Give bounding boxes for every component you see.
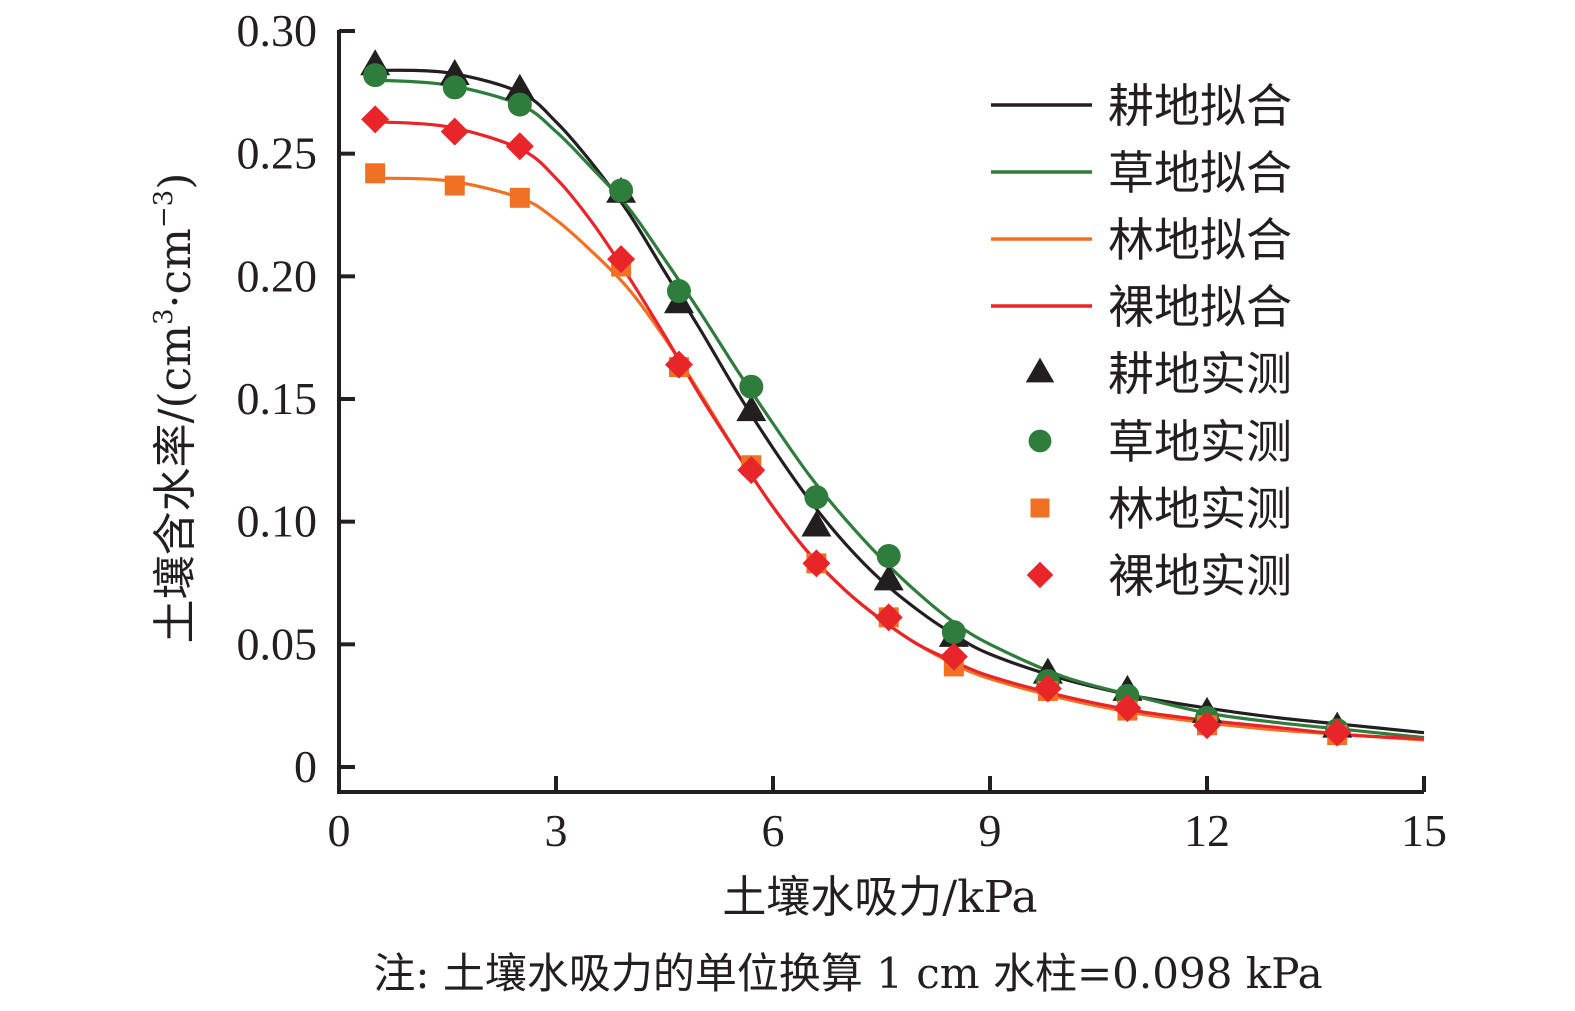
y-ticks-group: 0 0.05 0.10 0.15 0.20 0.25 0.30 [237, 5, 355, 792]
legend-marker-triangle [1025, 357, 1055, 383]
legend-label: 林地拟合 [1108, 213, 1292, 267]
data-point-bare-land-diamond [737, 456, 766, 485]
legend-label: 裸地实测 [1108, 549, 1292, 603]
data-point-grassland-circle [941, 620, 966, 645]
y-axis-title-main: 土壤含水率/(cm [150, 325, 201, 643]
x-tick-label: 12 [1184, 805, 1230, 856]
legend-label: 林地实测 [1108, 482, 1292, 536]
x-tick-label: 9 [979, 805, 1002, 856]
fit-line-grassland [375, 78, 1425, 740]
y-tick-label: 0.20 [237, 250, 318, 301]
data-point-grassland-circle [363, 63, 388, 88]
x-tick-label: 6 [762, 805, 785, 856]
legend-label: 耕地实测 [1108, 347, 1292, 401]
y-tick-label: 0 [294, 741, 317, 792]
x-tick-label: 15 [1401, 805, 1447, 856]
measured-markers-group [360, 49, 1353, 747]
data-point-forest-square [365, 163, 386, 184]
data-point-bare-land-diamond [664, 350, 693, 379]
y-axis-title-mid: ·cm [150, 228, 201, 308]
legend-label: 草地实测 [1108, 415, 1292, 469]
data-point-grassland-circle [507, 92, 532, 117]
legend-label: 裸地拟合 [1108, 280, 1292, 334]
y-tick-label: 0.05 [237, 618, 318, 669]
data-point-bare-land-diamond [1323, 718, 1352, 747]
y-tick-label: 0.30 [237, 5, 318, 56]
x-axis-title: 土壤水吸力/kPa [722, 872, 1037, 923]
data-point-bare-land-diamond [874, 603, 903, 632]
legend-item-grassland-measured: 草地实测 [1028, 415, 1292, 469]
unit-conversion-note: 注: 土壤水吸力的单位换算 1 cm 水柱=0.098 kPa [373, 949, 1322, 998]
data-point-bare-land-diamond [505, 132, 534, 161]
legend-item-bare-land-fit: 裸地拟合 [991, 280, 1292, 334]
y-tick-label: 0.15 [237, 373, 318, 424]
legend-marker-circle [1028, 429, 1052, 453]
legend-marker-diamond [1026, 561, 1054, 589]
data-point-bare-land-diamond [607, 245, 636, 274]
data-point-bare-land-diamond [1033, 674, 1062, 703]
fit-line-farmland [375, 68, 1425, 735]
legend-item-farmland-fit: 耕地拟合 [991, 79, 1292, 133]
legend-item-farmland-measured: 耕地实测 [1025, 347, 1292, 401]
y-axis-title-sup1: 3 [149, 308, 179, 325]
x-ticks-group: 0 3 6 9 12 15 [328, 776, 1447, 856]
legend-item-forest-measured: 林地实测 [1030, 482, 1292, 536]
y-tick-label: 0.10 [237, 496, 318, 547]
legend-item-grassland-fit: 草地拟合 [991, 146, 1292, 200]
data-point-grassland-circle [666, 279, 691, 304]
data-point-farmland-triangle [801, 510, 832, 537]
data-point-grassland-circle [609, 178, 634, 203]
x-tick-label: 0 [328, 805, 351, 856]
data-point-farmland-triangle [504, 73, 535, 100]
legend-marker-square [1030, 498, 1050, 518]
data-point-forest-square [509, 187, 530, 208]
data-point-forest-square [444, 175, 465, 196]
legend-label: 耕地拟合 [1108, 79, 1292, 133]
legend-item-bare-land-measured: 裸地实测 [1026, 549, 1292, 603]
data-point-farmland-triangle [873, 564, 904, 591]
data-point-grassland-circle [739, 374, 764, 399]
legend-label: 草地拟合 [1108, 146, 1292, 200]
data-point-bare-land-diamond [939, 642, 968, 671]
data-point-bare-land-diamond [440, 117, 469, 146]
y-axis-title-end: ) [150, 173, 201, 190]
x-tick-label: 3 [545, 805, 568, 856]
axes-group [337, 30, 1424, 794]
y-axis-title-sup2: −3 [149, 190, 179, 228]
data-point-bare-land-diamond [802, 549, 831, 578]
data-point-farmland-triangle [736, 395, 767, 422]
y-tick-label: 0.25 [237, 128, 318, 179]
data-point-grassland-circle [876, 544, 901, 569]
data-point-bare-land-diamond [1113, 694, 1142, 723]
data-point-bare-land-diamond [1193, 711, 1221, 740]
y-axis-title: 土壤含水率/(cm3·cm−3) [149, 173, 201, 644]
data-point-grassland-circle [804, 485, 829, 510]
data-point-bare-land-diamond [361, 105, 390, 134]
data-point-grassland-circle [442, 75, 467, 100]
legend-item-forest-fit: 林地拟合 [991, 213, 1292, 267]
